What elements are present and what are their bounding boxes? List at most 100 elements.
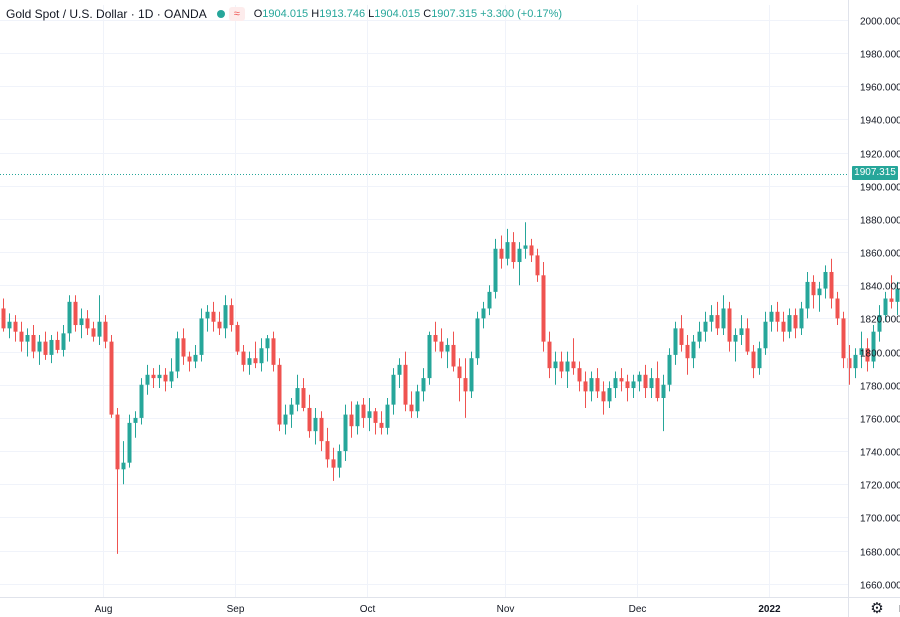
candle xyxy=(259,338,264,372)
high-value: 1913.746 xyxy=(319,8,366,20)
y-tick-label: 1880.000 xyxy=(860,216,900,227)
change-value: +3.300 (+0.17%) xyxy=(480,8,563,20)
candle-body xyxy=(631,381,636,389)
candle-body xyxy=(517,248,522,263)
candle xyxy=(379,411,384,435)
data-status-icon[interactable]: ≈ xyxy=(228,7,245,21)
candle xyxy=(265,334,270,362)
candle xyxy=(655,361,660,402)
candle-body xyxy=(655,378,660,399)
x-tick-label: Dec xyxy=(629,604,647,615)
candle-body xyxy=(349,414,354,427)
candle-body xyxy=(289,404,294,415)
settings-gear-icon[interactable]: ⚙ xyxy=(870,600,884,617)
candle xyxy=(253,341,258,369)
candle xyxy=(181,328,186,365)
candle-body xyxy=(439,341,444,352)
candle-body xyxy=(415,391,420,412)
candle-body xyxy=(85,318,90,329)
candle-body xyxy=(139,384,144,418)
candle xyxy=(319,411,324,452)
candle-body xyxy=(529,245,534,256)
candle xyxy=(127,414,132,468)
candle xyxy=(793,308,798,339)
candle xyxy=(175,331,180,379)
candle xyxy=(337,444,342,478)
candle xyxy=(817,281,822,312)
candle-body xyxy=(337,451,342,468)
candle-body xyxy=(1,308,6,329)
price-axis[interactable]: 1660.000 1680.000 1700.000 1720.000 1740.000… xyxy=(848,0,900,617)
y-tick-label: 1860.000 xyxy=(860,249,900,260)
candle-body xyxy=(625,381,630,389)
candle xyxy=(205,305,210,332)
candle xyxy=(559,351,564,379)
candle-body xyxy=(265,338,270,349)
candle-body xyxy=(769,311,774,322)
candle xyxy=(565,351,570,389)
candle-body xyxy=(79,318,84,326)
candle xyxy=(367,398,372,432)
candle-body xyxy=(853,354,858,369)
candle-body xyxy=(793,315,798,329)
candle xyxy=(391,368,396,415)
candle-body xyxy=(37,341,42,352)
candle-body xyxy=(571,361,576,369)
candle xyxy=(433,321,438,352)
candle-body xyxy=(727,308,732,342)
x-tick-label: Feb xyxy=(899,604,900,615)
candle xyxy=(895,281,900,316)
candle-body xyxy=(103,321,108,342)
candle-body xyxy=(691,341,696,359)
candle xyxy=(775,301,780,332)
candle-body xyxy=(649,378,654,389)
candle-body xyxy=(193,354,198,362)
candle-body xyxy=(91,328,96,337)
candle xyxy=(787,308,792,339)
x-tick-label: Oct xyxy=(360,604,376,615)
candle xyxy=(595,368,600,399)
candle xyxy=(451,331,456,372)
candle xyxy=(811,275,816,309)
candle xyxy=(637,371,642,392)
candle xyxy=(763,311,768,355)
y-tick-label: 1660.000 xyxy=(860,581,900,592)
ohlc-values: O1904.015 H1913.746 L1904.015 C1907.315 … xyxy=(254,8,562,20)
y-tick-label: 1720.000 xyxy=(860,481,900,492)
candle-body xyxy=(253,358,258,364)
candle xyxy=(355,401,360,435)
candle xyxy=(361,398,366,428)
candle xyxy=(667,348,672,392)
y-tick-label: 1920.000 xyxy=(860,150,900,161)
candle xyxy=(871,325,876,369)
candle xyxy=(859,331,864,369)
candle xyxy=(727,301,732,352)
candle-body xyxy=(13,321,18,332)
candle-body xyxy=(661,384,666,399)
candle xyxy=(673,321,678,365)
candle-body xyxy=(409,404,414,412)
candle-body xyxy=(151,374,156,379)
candle-body xyxy=(313,417,318,432)
time-axis[interactable]: AugSepOctNovDec2022FebMar xyxy=(0,597,900,616)
candle xyxy=(493,238,498,299)
candle-body xyxy=(277,364,282,425)
open-value: 1904.015 xyxy=(262,8,309,20)
candle-body xyxy=(427,334,432,379)
candle-body xyxy=(235,325,240,352)
candle xyxy=(343,404,348,462)
candle xyxy=(295,374,300,412)
candle-body xyxy=(547,341,552,369)
y-tick-label: 1760.000 xyxy=(860,415,900,426)
candle-body xyxy=(115,414,120,470)
candle-body xyxy=(127,422,132,463)
candle xyxy=(283,404,288,435)
high-label: H xyxy=(311,8,320,20)
candle xyxy=(571,338,576,375)
candle-body xyxy=(433,334,438,342)
legend-header: Gold Spot / U.S. Dollar · 1D · OANDA ≈ O… xyxy=(6,5,562,23)
candle xyxy=(853,348,858,379)
symbol-title[interactable]: Gold Spot / U.S. Dollar · 1D · OANDA xyxy=(6,7,207,21)
candle xyxy=(241,344,246,372)
